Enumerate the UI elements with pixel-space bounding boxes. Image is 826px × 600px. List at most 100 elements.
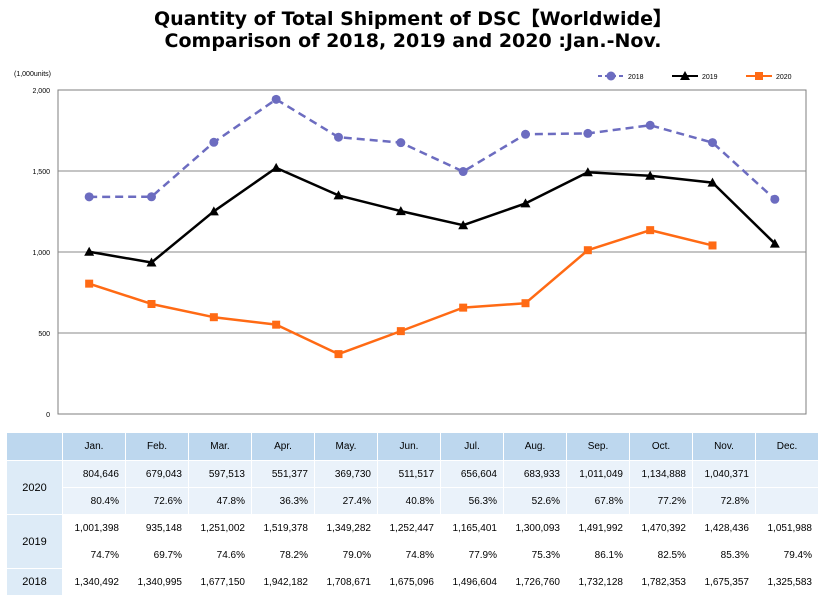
- quantity-cell: 369,730: [314, 460, 378, 488]
- percent-cell: 86.1%: [566, 541, 630, 569]
- legend-marker-2019: [680, 71, 690, 80]
- shipment-data-table: Jan. Feb. Mar. Apr. May. Jun. Jul. Aug. Sep. Oct.…: [6, 432, 819, 596]
- quantity-cell: 597,513: [188, 460, 252, 488]
- quantity-cell: 935,148: [125, 514, 189, 542]
- month-header: Oct.: [629, 432, 693, 461]
- point-2019-Aug.: [520, 198, 531, 208]
- quantity-cell: 1,675,096: [377, 568, 441, 596]
- month-header: Jul.: [440, 432, 504, 461]
- quantity-cell: 1,340,995: [125, 568, 189, 596]
- quantity-cell: 1,349,282: [314, 514, 378, 542]
- month-header: Jan.: [62, 432, 126, 461]
- point-2019-May.: [333, 190, 344, 200]
- point-2018-Dec.: [770, 194, 780, 204]
- point-2019-Mar.: [208, 206, 219, 216]
- quantity-cell: 1,325,583: [755, 568, 819, 596]
- point-2020-Jun.: [396, 327, 405, 336]
- year-label: 2020: [6, 460, 63, 515]
- legend-label-2018: 2018: [628, 74, 644, 81]
- y-tick-label: 2,000: [32, 88, 50, 95]
- table-row-2020: 2020 804,646 679,043 597,513 551,377 369,730 5…: [6, 460, 819, 515]
- point-2019-Dec.: [769, 238, 780, 248]
- table-row-2019-percent: 74.7% 69.7% 74.6% 78.2% 79.0% 74.8% 77.9% 75.3%…: [7, 541, 819, 569]
- year-label: 2019: [6, 514, 63, 569]
- point-2019-Jul.: [458, 220, 469, 230]
- quantity-cell: 1,942,182: [251, 568, 315, 596]
- chart-title-line1: Quantity of Total Shipment of DSC【Worldw…: [153, 8, 673, 30]
- point-2018-Mar.: [209, 137, 219, 147]
- month-header: Nov.: [692, 432, 756, 461]
- percent-cell: 27.4%: [314, 487, 378, 515]
- quantity-cell: 1,491,992: [566, 514, 630, 542]
- percent-cell: 56.3%: [440, 487, 504, 515]
- point-2018-Jul.: [458, 167, 468, 177]
- line-chart: 0 500 1,000 1,500 2,000 (1,000units) 2018 2019 2…: [14, 71, 807, 419]
- month-header: Jun.: [377, 432, 441, 461]
- percent-cell: 74.7%: [62, 541, 126, 569]
- quantity-cell: [755, 460, 819, 488]
- percent-cell: 47.8%: [188, 487, 252, 515]
- chart-title-line2: Comparison of 2018, 2019 and 2020 :Jan.-…: [164, 30, 662, 52]
- percent-cell: 72.6%: [125, 487, 189, 515]
- quantity-cell: 1,040,371: [692, 460, 756, 488]
- percent-cell: 52.6%: [503, 487, 567, 515]
- month-header: Feb.: [125, 432, 189, 461]
- percent-cell: 67.8%: [566, 487, 630, 515]
- quantity-cell: 679,043: [125, 460, 189, 488]
- percent-cell: 77.2%: [629, 487, 693, 515]
- quantity-cell: 551,377: [251, 460, 315, 488]
- quantity-cell: 1,001,398: [62, 514, 126, 542]
- quantity-cell: 1,134,888: [629, 460, 693, 488]
- percent-cell: 77.9%: [440, 541, 504, 569]
- quantity-cell: 1,011,049: [566, 460, 630, 488]
- quantity-cell: 1,732,128: [566, 568, 630, 596]
- y-tick-label: 1,500: [32, 169, 50, 176]
- quantity-cell: 1,677,150: [188, 568, 252, 596]
- percent-cell: 36.3%: [251, 487, 315, 515]
- y-tick-label: 0: [46, 412, 50, 419]
- y-tick-label: 500: [38, 331, 50, 338]
- month-header: Dec.: [755, 432, 819, 461]
- point-2018-Jun.: [396, 138, 406, 148]
- legend-marker-2018: [606, 71, 616, 81]
- legend-label-2019: 2019: [702, 74, 718, 81]
- percent-cell: 85.3%: [692, 541, 756, 569]
- point-2018-Jan.: [84, 192, 94, 202]
- point-2018-Feb.: [147, 192, 156, 202]
- month-header: Mar.: [188, 432, 252, 461]
- percent-cell: [755, 487, 819, 515]
- point-2020-Apr.: [272, 320, 281, 329]
- point-2019-Oct.: [645, 170, 656, 180]
- quantity-cell: 1,300,093: [503, 514, 567, 542]
- quantity-cell: 1,519,378: [251, 514, 315, 542]
- point-2020-Aug.: [521, 299, 530, 308]
- quantity-cell: 683,933: [503, 460, 567, 488]
- table-row-2019: 2019 1,001,398 935,148 1,251,002 1,519,378 1,…: [6, 514, 819, 569]
- percent-cell: 74.6%: [188, 541, 252, 569]
- percent-cell: 79.4%: [755, 541, 819, 569]
- point-2020-Mar.: [209, 313, 218, 322]
- quantity-cell: 1,675,357: [692, 568, 756, 596]
- point-2018-Aug.: [521, 129, 530, 139]
- month-header: May.: [314, 432, 378, 461]
- quantity-cell: 1,051,988: [755, 514, 819, 542]
- point-2019-Sep.: [582, 167, 593, 177]
- percent-cell: 79.0%: [314, 541, 378, 569]
- point-2019-Apr.: [271, 162, 282, 172]
- series-line-2020: [88, 228, 713, 356]
- point-2018-Sep.: [583, 128, 593, 138]
- quantity-cell: 1,726,760: [503, 568, 567, 596]
- legend-marker-2020: [755, 72, 763, 80]
- percent-cell: 80.4%: [62, 487, 126, 515]
- point-2018-Apr.: [271, 94, 281, 104]
- quantity-cell: 804,646: [62, 460, 126, 488]
- quantity-cell: 1,708,671: [314, 568, 378, 596]
- table-row-2020-percent: 80.4% 72.6% 47.8% 36.3% 27.4% 40.8% 56.3% 52.6%…: [7, 487, 819, 515]
- year-label: 2018: [6, 568, 63, 596]
- point-2018-May.: [334, 132, 343, 142]
- percent-cell: 69.7%: [125, 541, 189, 569]
- table-corner: [6, 432, 63, 461]
- quantity-cell: 1,782,353: [629, 568, 693, 596]
- point-2019-Nov.: [707, 177, 718, 187]
- month-header: Sep.: [566, 432, 630, 461]
